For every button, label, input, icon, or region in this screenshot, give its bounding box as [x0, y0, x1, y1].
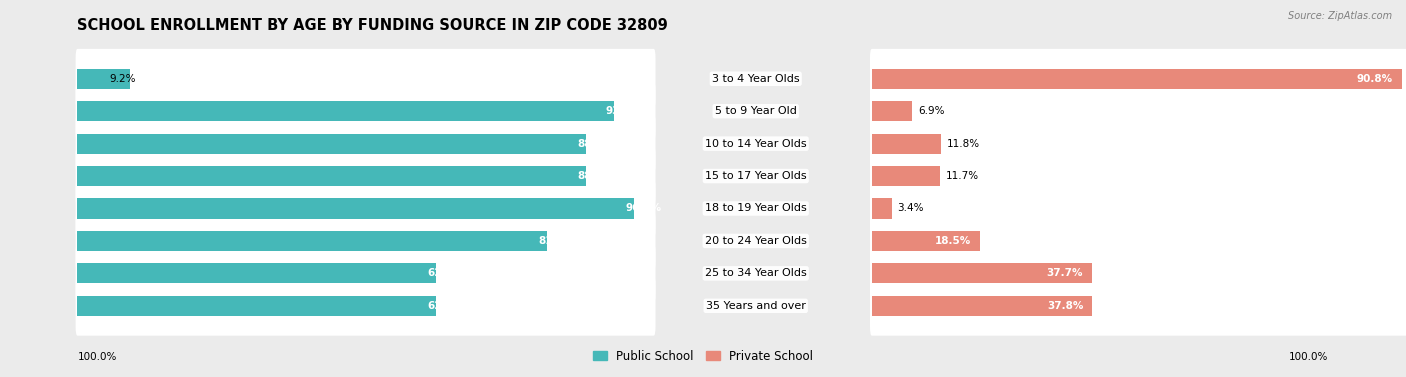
Text: 5 to 9 Year Old: 5 to 9 Year Old: [714, 106, 797, 116]
Legend: Public School, Private School: Public School, Private School: [588, 345, 818, 367]
Bar: [77, 198, 634, 219]
Bar: [77, 166, 586, 186]
FancyBboxPatch shape: [870, 179, 1406, 238]
Text: 20 to 24 Year Olds: 20 to 24 Year Olds: [704, 236, 807, 246]
Bar: [872, 263, 1091, 284]
Bar: [872, 133, 941, 154]
Text: 100.0%: 100.0%: [1289, 352, 1329, 362]
Bar: [77, 263, 436, 284]
Text: 81.5%: 81.5%: [538, 236, 575, 246]
FancyBboxPatch shape: [870, 81, 1406, 141]
FancyBboxPatch shape: [870, 211, 1406, 271]
FancyBboxPatch shape: [76, 276, 655, 336]
FancyBboxPatch shape: [76, 81, 655, 141]
Bar: [872, 198, 891, 219]
Bar: [77, 101, 614, 121]
Text: 9.2%: 9.2%: [110, 74, 136, 84]
Text: 6.9%: 6.9%: [918, 106, 945, 116]
Text: 62.2%: 62.2%: [427, 301, 464, 311]
Text: 37.8%: 37.8%: [1047, 301, 1084, 311]
Text: 88.3%: 88.3%: [578, 171, 614, 181]
Bar: [872, 69, 1402, 89]
Text: 3 to 4 Year Olds: 3 to 4 Year Olds: [711, 74, 800, 84]
FancyBboxPatch shape: [76, 179, 655, 238]
Text: 62.3%: 62.3%: [427, 268, 464, 278]
Text: 96.6%: 96.6%: [626, 204, 662, 213]
Text: 25 to 34 Year Olds: 25 to 34 Year Olds: [704, 268, 807, 278]
FancyBboxPatch shape: [870, 49, 1406, 109]
Bar: [77, 296, 436, 316]
Bar: [77, 231, 547, 251]
Text: 93.1%: 93.1%: [606, 106, 641, 116]
Bar: [872, 296, 1092, 316]
Bar: [77, 133, 586, 154]
Text: 100.0%: 100.0%: [77, 352, 117, 362]
Text: 18.5%: 18.5%: [935, 236, 972, 246]
FancyBboxPatch shape: [76, 114, 655, 173]
FancyBboxPatch shape: [870, 146, 1406, 206]
FancyBboxPatch shape: [76, 49, 655, 109]
FancyBboxPatch shape: [870, 244, 1406, 303]
Bar: [77, 69, 131, 89]
FancyBboxPatch shape: [76, 146, 655, 206]
Text: 18 to 19 Year Olds: 18 to 19 Year Olds: [704, 204, 807, 213]
Text: 35 Years and over: 35 Years and over: [706, 301, 806, 311]
Text: 10 to 14 Year Olds: 10 to 14 Year Olds: [704, 139, 807, 149]
Text: 11.8%: 11.8%: [946, 139, 980, 149]
Text: 37.7%: 37.7%: [1046, 268, 1083, 278]
Text: 90.8%: 90.8%: [1357, 74, 1393, 84]
Text: 88.2%: 88.2%: [576, 139, 613, 149]
Bar: [872, 166, 941, 186]
FancyBboxPatch shape: [76, 211, 655, 271]
FancyBboxPatch shape: [870, 114, 1406, 173]
Bar: [872, 231, 980, 251]
Text: 11.7%: 11.7%: [946, 171, 979, 181]
Text: Source: ZipAtlas.com: Source: ZipAtlas.com: [1288, 11, 1392, 21]
Text: 15 to 17 Year Olds: 15 to 17 Year Olds: [704, 171, 807, 181]
Text: SCHOOL ENROLLMENT BY AGE BY FUNDING SOURCE IN ZIP CODE 32809: SCHOOL ENROLLMENT BY AGE BY FUNDING SOUR…: [77, 18, 668, 34]
FancyBboxPatch shape: [870, 276, 1406, 336]
FancyBboxPatch shape: [76, 244, 655, 303]
Bar: [872, 101, 912, 121]
Text: 3.4%: 3.4%: [897, 204, 924, 213]
